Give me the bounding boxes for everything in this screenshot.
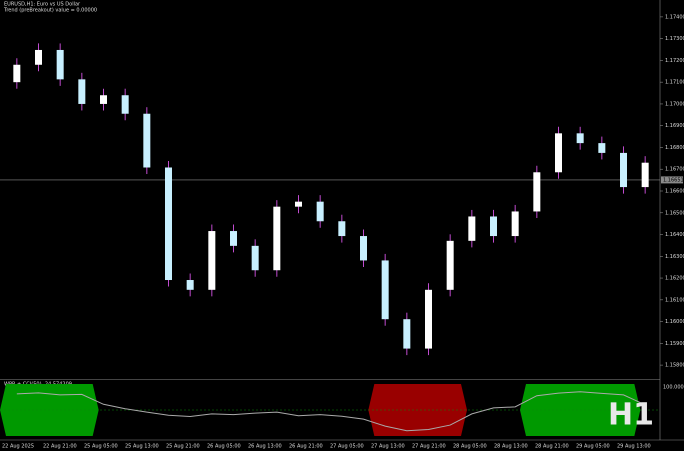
candle-body [598,143,606,153]
candle-body [56,49,64,80]
candle-body [251,245,259,271]
y-tick-label: 1.16400 [665,232,684,238]
candle-body [360,236,367,261]
y-tick-label: 1.16100 [665,297,684,303]
y-tick-label: 1.16800 [665,145,684,151]
candle-body [403,319,411,349]
y-tick-label: 1.17200 [665,58,684,64]
x-tick-label: 28 Aug 05:00 [453,444,487,450]
y-tick-label: 1.16200 [665,276,684,282]
y-tick-label: 1.16500 [665,210,684,216]
x-tick-label: 27 Aug 13:00 [371,444,405,450]
candle-body [100,95,107,104]
candle-body [511,211,519,237]
candle-body [186,280,194,290]
x-tick-label: 26 Aug 13:00 [248,444,282,450]
candle-body [121,95,129,114]
x-tick-label: 28 Aug 13:00 [494,444,528,450]
x-tick-label: 25 Aug 13:00 [125,444,159,450]
x-tick-label: 27 Aug 05:00 [330,444,364,450]
candle-body [381,260,389,320]
candle-body [446,240,454,290]
candle-body [273,206,281,271]
candle-body [425,289,432,349]
y-tick-label: 1.16300 [665,254,684,260]
candle-body [338,221,346,237]
chart-title: EURUSD,H1: Euro vs US Dollar [4,2,81,8]
y-tick-label: 1.16600 [665,189,684,195]
x-tick-label: 25 Aug 21:00 [166,444,200,450]
candle-body [620,152,627,188]
candle-body [13,64,21,83]
y-tick-label: 1.17400 [665,14,684,20]
y-tick-label: 1.17000 [665,101,684,107]
y-tick-label: 1.15800 [665,363,684,369]
candle-body [468,216,476,241]
candle-body [316,201,324,222]
current-price-box [661,176,683,184]
y-tick-label: 1.17100 [665,80,684,86]
x-tick-label: 29 Aug 13:00 [617,444,651,450]
y-tick-label: 1.16900 [665,123,684,129]
candle-body [35,49,42,65]
y-tick-label: 1.16700 [665,167,684,173]
y-tick-label: 1.17300 [665,36,684,42]
candle-body [208,231,216,290]
oscillator-line [16,391,646,432]
candle-body [533,172,541,212]
x-tick-label: 27 Aug 21:00 [412,444,446,450]
y-tick-label: 1.15900 [665,341,684,347]
candle-body [165,167,172,281]
candle-body [641,162,649,188]
y-tick-label: 1.16000 [665,319,684,325]
candle-body [143,113,151,168]
candle-body [295,201,302,207]
oscillator-scale-label: 100.000000 [663,385,684,391]
oscillator-pane [0,384,660,436]
current-price-label: 1.16651 [663,177,684,183]
x-tick-label: 25 Aug 05:00 [84,444,118,450]
x-tick-label: 26 Aug 05:00 [207,444,241,450]
candle-body [230,231,237,246]
x-tick-label: 29 Aug 05:00 [576,444,610,450]
candle-body [490,216,497,237]
x-tick-label: 22 Aug 21:00 [43,444,77,450]
x-tick-label: 26 Aug 21:00 [289,444,323,450]
x-tick-label: 28 Aug 21:00 [535,444,569,450]
x-tick-label: 22 Aug 2025 [2,444,34,450]
candle-body [576,133,584,144]
candle-body [555,133,562,173]
timeframe-label: H1 [608,398,654,433]
candle-body [78,79,86,104]
chart-subtitle: Trend (preBreakout) value = 0.00000 [3,8,97,14]
